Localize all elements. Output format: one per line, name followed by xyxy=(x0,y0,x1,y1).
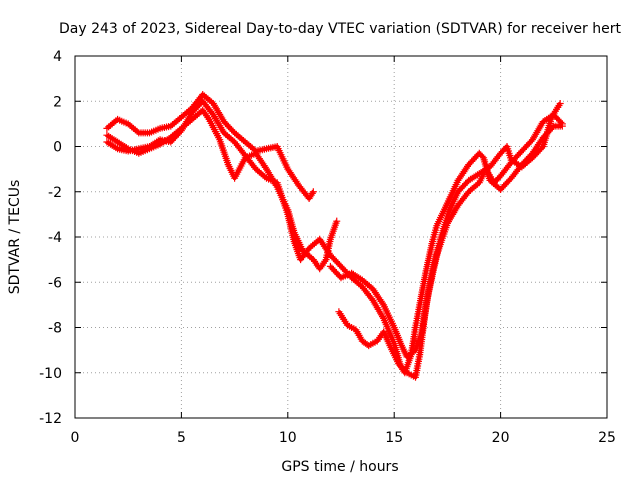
axis-ticks xyxy=(74,55,608,419)
data-markers xyxy=(103,91,317,202)
y-tick-label: -12 xyxy=(39,411,62,427)
data-markers xyxy=(103,97,566,377)
x-tick-label: 10 xyxy=(279,430,297,446)
chart-title: Day 243 of 2023, Sidereal Day-to-day VTE… xyxy=(59,21,621,37)
y-tick-label: -6 xyxy=(48,275,62,291)
data-markers xyxy=(326,111,566,361)
x-tick-label: 15 xyxy=(385,430,403,446)
tick-labels: 0 5 10 15 20 25 -12 -10 -8 -6 -4 -2 0 2 4 xyxy=(39,49,616,446)
y-tick-label: 4 xyxy=(53,49,62,65)
series-3 xyxy=(103,97,566,377)
y-tick-label: -10 xyxy=(39,366,62,382)
series-1 xyxy=(103,91,317,202)
x-tick-label: 20 xyxy=(492,430,510,446)
y-tick-label: 2 xyxy=(53,94,62,110)
data-points xyxy=(103,91,566,381)
y-tick-label: -8 xyxy=(48,321,62,337)
y-axis-label: SDTVAR / TECUs xyxy=(7,180,23,295)
y-tick-label: -4 xyxy=(48,230,62,246)
x-tick-label: 5 xyxy=(177,430,186,446)
y-tick-label: 0 xyxy=(53,140,62,156)
y-tick-label: -2 xyxy=(48,185,62,201)
x-tick-label: 25 xyxy=(598,430,616,446)
grid xyxy=(75,56,607,418)
series-5 xyxy=(326,111,566,361)
x-tick-label: 0 xyxy=(71,430,80,446)
x-axis-label: GPS time / hours xyxy=(281,459,398,475)
